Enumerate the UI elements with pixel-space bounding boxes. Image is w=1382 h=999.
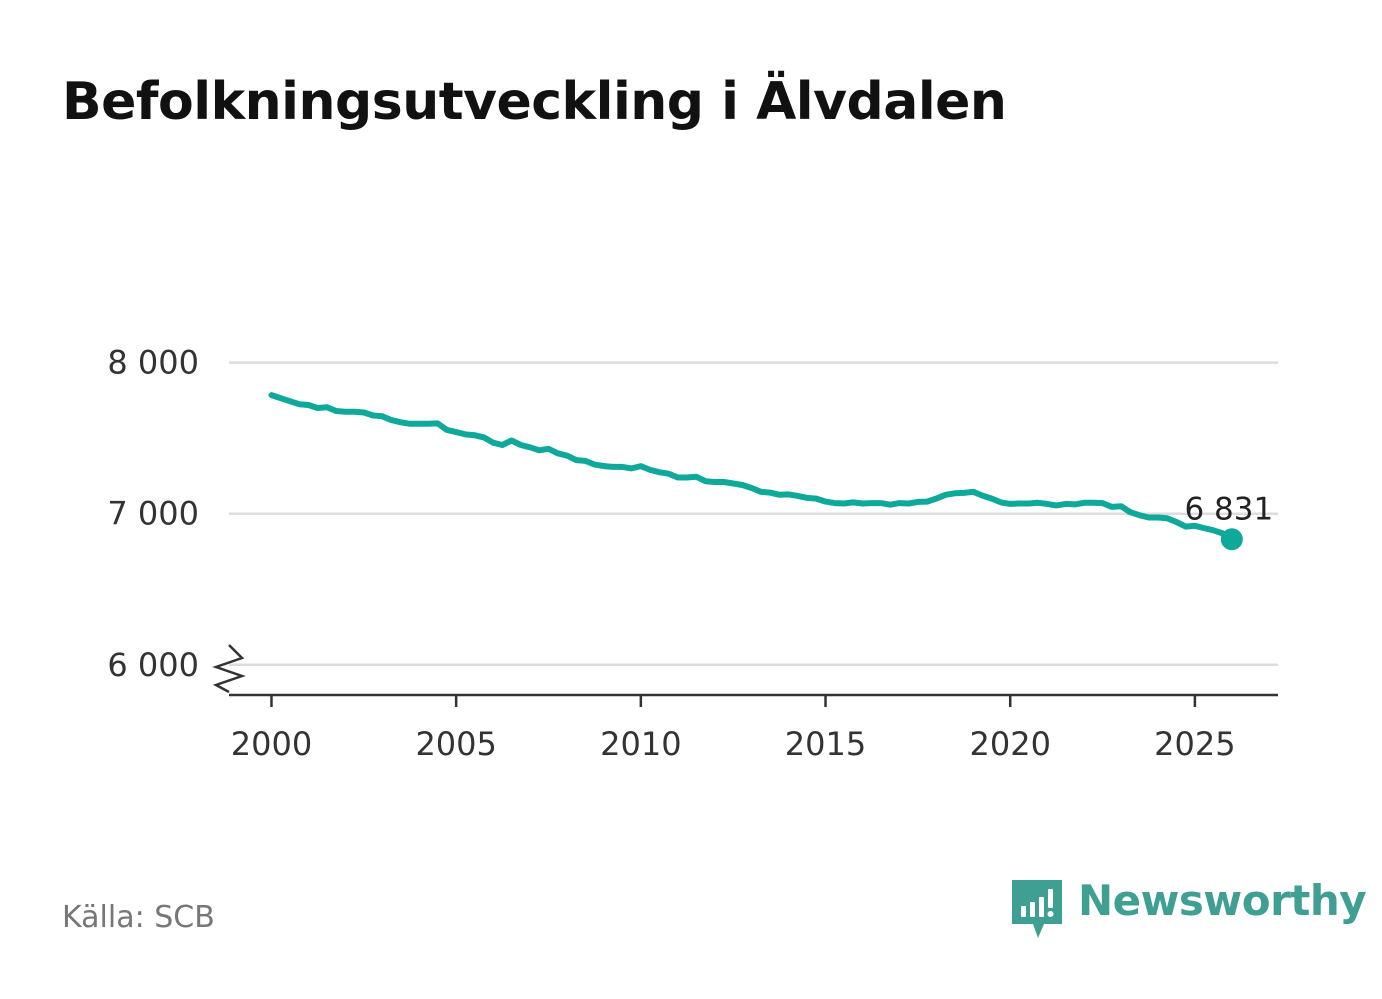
y-tick-label-8000: 8 000 [107,344,199,382]
x-tick-label-2025: 2025 [1154,725,1235,763]
x-tick-label-2000: 2000 [231,725,312,763]
newsworthy-logo-icon [1012,880,1062,938]
x-tick-label-2010: 2010 [600,725,681,763]
end-point-marker [1220,528,1243,551]
x-tick-label-2015: 2015 [785,725,866,763]
y-tick-label-6000: 6 000 [107,646,199,684]
series-line-0 [268,392,1235,543]
x-tick-label-2005: 2005 [415,725,496,763]
x-tick-label-2020: 2020 [969,725,1050,763]
series [268,392,1243,551]
brand-name: Newsworthy [1078,876,1367,925]
end-value-label: 6 831 [1184,491,1273,527]
labels: 6 000 7 000 8 000 2000 2005 2010 2015 2020 2025 6… [107,344,1273,763]
y-axis-break-icon [212,644,246,694]
chart-title: Befolkningsutveckling i Älvdalen [62,72,1007,132]
grid-lines [229,361,1278,667]
source-note: Källa: SCB [62,900,215,935]
axes [212,644,1278,707]
brand-logo: Newsworthy [1012,876,1367,940]
y-tick-label-7000: 7 000 [107,495,199,533]
